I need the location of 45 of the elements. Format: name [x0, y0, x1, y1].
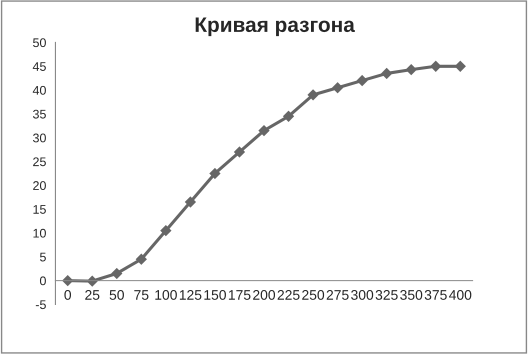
- y-tick-label: 0: [40, 276, 46, 286]
- point: [184, 196, 196, 208]
- x-tick-label: 150: [204, 290, 226, 300]
- point: [136, 254, 147, 265]
- x-tick-label: 125: [180, 290, 202, 300]
- point: [430, 60, 442, 72]
- x-tick-label: 300: [351, 290, 374, 300]
- chart-title: Кривая разгона: [196, 18, 355, 36]
- x-tick-label: 250: [302, 290, 324, 300]
- point: [209, 168, 220, 179]
- x-tick-label: 400: [449, 290, 472, 300]
- y-tick-label: -5: [36, 300, 46, 310]
- y-tick-label: 5: [40, 252, 46, 262]
- x-tick-label: 350: [400, 290, 422, 300]
- x-tick-label: 200: [253, 290, 276, 300]
- point: [381, 68, 392, 79]
- point: [111, 268, 122, 279]
- y-tick-label: 35: [32, 110, 46, 119]
- x-tick-label: 100: [155, 290, 177, 300]
- x-tick-label: 75: [134, 290, 148, 300]
- point: [308, 89, 319, 100]
- x-tick-label: 225: [278, 290, 300, 300]
- y-tick-label: 50: [33, 38, 46, 48]
- x-tick-label: 275: [326, 290, 349, 300]
- point: [258, 125, 270, 136]
- x-tick-label: 375: [424, 290, 447, 300]
- y-tick-label: 10: [33, 228, 46, 238]
- point: [332, 82, 344, 94]
- point: [454, 60, 466, 72]
- x-tick-label: 50: [110, 290, 124, 300]
- y-tick-label: 45: [32, 62, 46, 71]
- x-tick-label: 175: [228, 290, 250, 300]
- point: [283, 110, 294, 122]
- x-tick-label: 0: [64, 290, 72, 300]
- x-tick-label: 25: [85, 290, 100, 300]
- y-tick-label: 30: [32, 134, 46, 142]
- y-tick-label: 20: [33, 181, 46, 190]
- y-tick-label: 15: [33, 205, 46, 214]
- point: [406, 64, 417, 76]
- x-tick-label: 325: [376, 290, 398, 300]
- point: [160, 225, 172, 236]
- point: [356, 75, 368, 86]
- y-tick-label: 25: [33, 157, 46, 166]
- y-tick-label: 40: [32, 86, 46, 95]
- point: [234, 146, 245, 158]
